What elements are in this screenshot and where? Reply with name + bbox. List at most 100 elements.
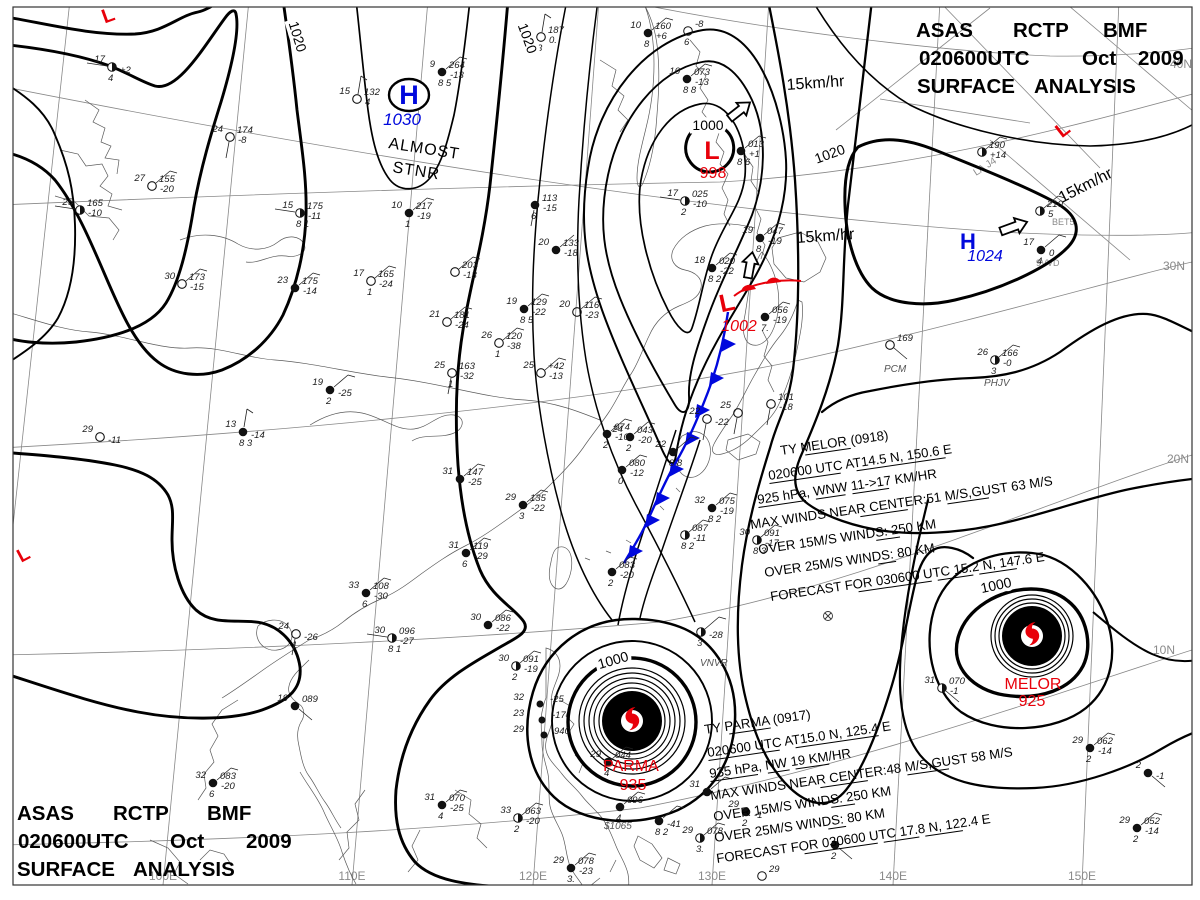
svg-text:19: 19	[506, 296, 517, 307]
svg-text:Oct: Oct	[1082, 47, 1116, 70]
svg-text:8: 8	[756, 244, 762, 255]
svg-text:096: 096	[399, 626, 416, 637]
svg-text:2: 2	[325, 396, 332, 407]
svg-text:1002: 1002	[721, 318, 757, 335]
svg-text:187: 187	[548, 25, 565, 36]
svg-text:17: 17	[667, 188, 678, 199]
svg-text:-17: -17	[765, 538, 779, 549]
svg-text:-11: -11	[308, 211, 321, 222]
svg-text:8: 8	[644, 39, 650, 50]
svg-text:935: 935	[620, 777, 647, 794]
svg-text:2009: 2009	[246, 830, 292, 853]
svg-text:29: 29	[727, 799, 739, 810]
svg-text:-14: -14	[303, 286, 317, 297]
svg-text:19: 19	[277, 693, 288, 704]
svg-text:087: 087	[692, 523, 709, 534]
svg-text:2: 2	[602, 440, 609, 451]
svg-text:PCM: PCM	[884, 364, 907, 375]
svg-text:29: 29	[1071, 735, 1083, 746]
svg-text:4: 4	[365, 97, 370, 108]
svg-text:-11: -11	[693, 533, 706, 544]
svg-text:-25: -25	[550, 694, 564, 705]
svg-text:1: 1	[495, 349, 500, 360]
svg-text:20: 20	[558, 299, 570, 310]
svg-text:33: 33	[348, 580, 359, 591]
svg-text:2: 2	[607, 578, 614, 589]
svg-text:-24: -24	[379, 279, 393, 290]
svg-text:-10: -10	[615, 432, 629, 443]
svg-text:BET5: BET5	[1052, 217, 1075, 227]
svg-text:19: 19	[742, 225, 753, 236]
svg-text:2: 2	[830, 851, 837, 862]
svg-text:30N: 30N	[1163, 259, 1185, 273]
svg-text:-22: -22	[715, 417, 729, 428]
svg-text:4: 4	[108, 73, 113, 84]
svg-text:Oct: Oct	[170, 830, 204, 853]
svg-text:7.: 7.	[761, 323, 769, 334]
svg-text:-20: -20	[160, 184, 174, 195]
svg-text:32: 32	[195, 770, 206, 781]
svg-text:+14: +14	[990, 150, 1006, 161]
svg-text:119: 119	[473, 541, 489, 552]
svg-text:29: 29	[1118, 815, 1130, 826]
svg-text:264: 264	[448, 60, 465, 71]
svg-text:-8: -8	[238, 135, 247, 146]
svg-text:1: 1	[405, 219, 410, 230]
svg-text:1: 1	[367, 287, 372, 298]
svg-text:SURFACE: SURFACE	[917, 75, 1015, 98]
svg-text:+2: +2	[120, 65, 132, 76]
svg-text:25: 25	[719, 400, 731, 411]
svg-text:-10: -10	[88, 208, 102, 219]
svg-text:-19: -19	[720, 506, 734, 517]
svg-text:073: 073	[694, 67, 711, 78]
svg-text:120: 120	[506, 331, 523, 342]
svg-text:6: 6	[362, 599, 368, 610]
svg-text:ANALYSIS: ANALYSIS	[133, 858, 235, 881]
svg-text:-10: -10	[693, 199, 707, 210]
svg-text:165: 165	[87, 198, 104, 209]
svg-text:1000: 1000	[692, 117, 723, 133]
svg-text:113: 113	[542, 193, 558, 204]
svg-text:2: 2	[741, 818, 748, 829]
svg-text:-19: -19	[773, 315, 787, 326]
svg-text:129: 129	[531, 297, 548, 308]
svg-text:2: 2	[511, 672, 518, 683]
svg-text:-23: -23	[585, 310, 599, 321]
svg-text:24: 24	[211, 124, 223, 135]
svg-text:-26: -26	[304, 632, 318, 643]
svg-text:23: 23	[276, 275, 288, 286]
svg-text:8 2: 8 2	[708, 514, 722, 525]
svg-text:6: 6	[209, 789, 215, 800]
svg-text:163: 163	[459, 361, 476, 372]
svg-text:108: 108	[373, 581, 390, 592]
svg-text:+6: +6	[656, 31, 668, 42]
svg-text:24: 24	[611, 424, 623, 435]
svg-text:H: H	[399, 80, 419, 110]
svg-text:8 6: 8 6	[737, 157, 751, 168]
svg-text:3: 3	[537, 43, 543, 54]
svg-text:-23: -23	[579, 866, 593, 877]
svg-text:10N: 10N	[1153, 643, 1175, 657]
svg-text:-24: -24	[455, 320, 469, 331]
svg-text:8 2: 8 2	[708, 274, 722, 285]
svg-text:-41: -41	[667, 819, 681, 830]
svg-text:29: 29	[681, 825, 693, 836]
svg-text:31: 31	[689, 779, 700, 790]
svg-text:120E: 120E	[519, 869, 547, 883]
svg-text:130E: 130E	[698, 869, 726, 883]
svg-text:3: 3	[697, 638, 703, 649]
svg-text:8 2: 8 2	[681, 541, 695, 552]
svg-text:MELOR: MELOR	[1005, 676, 1062, 693]
svg-text:132: 132	[364, 87, 381, 98]
svg-text:4: 4	[1037, 256, 1042, 267]
svg-text:RCTP: RCTP	[1013, 19, 1069, 42]
svg-text:998: 998	[700, 165, 727, 182]
svg-text:L: L	[717, 288, 738, 319]
svg-text:080: 080	[629, 458, 646, 469]
svg-text:169: 169	[897, 333, 914, 344]
svg-text:30: 30	[739, 527, 750, 538]
svg-text:-13: -13	[450, 70, 464, 81]
svg-text:940: 940	[554, 726, 571, 737]
svg-text:096: 096	[627, 795, 644, 806]
svg-text:-22: -22	[531, 503, 545, 514]
